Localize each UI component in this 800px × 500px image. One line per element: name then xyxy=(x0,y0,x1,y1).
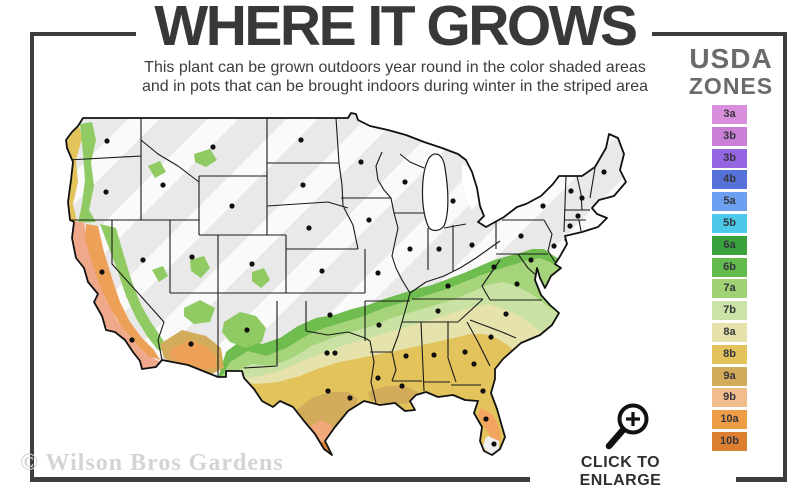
zone-swatch-10b: 10b xyxy=(712,431,747,451)
city-dot xyxy=(462,349,468,355)
city-dot xyxy=(325,388,331,394)
city-dot xyxy=(103,189,109,195)
city-dot xyxy=(300,182,306,188)
city-dot xyxy=(358,159,364,165)
city-dot xyxy=(568,188,574,194)
city-dot xyxy=(567,223,573,229)
zone-swatch-7a: 7a xyxy=(712,279,747,299)
zone-swatch-3b: 3b xyxy=(712,148,747,168)
state-borders xyxy=(67,117,596,404)
city-dot xyxy=(407,246,413,252)
zone-swatch-7b: 7b xyxy=(712,301,747,321)
city-dot xyxy=(579,195,585,201)
city-dot xyxy=(327,312,333,318)
zone-swatch-6a: 6a xyxy=(712,235,747,255)
city-dot xyxy=(469,242,475,248)
click-to-enlarge-label[interactable]: CLICK TO ENLARGE xyxy=(579,454,662,489)
great-lakes xyxy=(421,153,478,232)
city-dot xyxy=(188,341,194,347)
frame-left-border xyxy=(30,32,34,482)
city-dot xyxy=(210,144,216,150)
city-dot xyxy=(450,198,456,204)
usda-zone-map[interactable] xyxy=(58,110,658,460)
city-dot xyxy=(491,264,497,270)
city-dot xyxy=(376,322,382,328)
subtitle-line-2: and in pots that can be brought indoors … xyxy=(141,78,649,95)
zone-swatch-10a: 10a xyxy=(712,410,747,430)
subtitle-line-1: This plant can be grown outdoors year ro… xyxy=(144,59,646,76)
frame-right-border xyxy=(783,32,787,482)
frame-top-left-segment xyxy=(30,32,136,36)
city-dot xyxy=(471,361,477,367)
city-dot xyxy=(435,308,441,314)
city-dot xyxy=(298,137,304,143)
frame-bottom-right-segment xyxy=(736,477,787,482)
magnifier-zoom-icon[interactable] xyxy=(600,400,660,458)
frame-bottom-left-segment xyxy=(30,477,530,482)
city-dot xyxy=(399,383,405,389)
city-dot xyxy=(140,257,146,263)
city-dot xyxy=(375,270,381,276)
city-dot xyxy=(319,268,325,274)
city-dot xyxy=(488,334,494,340)
city-dot xyxy=(402,179,408,185)
city-dot xyxy=(540,203,546,209)
zone-swatch-9a: 9a xyxy=(712,366,747,386)
zone-swatch-3a: 3a xyxy=(712,105,747,124)
watermark: © Wilson Bros Gardens xyxy=(20,450,284,476)
city-dots xyxy=(99,137,607,447)
city-dot xyxy=(104,138,110,144)
city-dot xyxy=(229,203,235,209)
city-dot xyxy=(347,395,353,401)
city-dot xyxy=(528,257,534,263)
city-dot xyxy=(403,353,409,359)
city-dot xyxy=(324,350,330,356)
city-dot xyxy=(375,375,381,381)
legend-title-usda: USDA xyxy=(689,43,773,74)
city-dot xyxy=(99,269,105,275)
usda-zones-legend-title: USDA ZONES xyxy=(676,44,786,99)
zone-swatch-6b: 6b xyxy=(712,257,747,277)
city-dot xyxy=(332,350,338,356)
zone-swatch-5a: 5a xyxy=(712,192,747,212)
city-dot xyxy=(189,254,195,260)
page-title: WHERE IT GROWS xyxy=(154,0,638,58)
city-dot xyxy=(491,441,497,447)
zone-swatch-3b: 3b xyxy=(712,126,747,146)
city-dot xyxy=(601,169,607,175)
city-dot xyxy=(551,243,557,249)
subtitle: This plant can be grown outdoors year ro… xyxy=(95,58,695,96)
frame-top-right-segment xyxy=(652,32,787,36)
city-dot xyxy=(249,261,255,267)
city-dot xyxy=(160,182,166,188)
city-dot xyxy=(503,311,509,317)
usda-zone-list: 3a 3b 3b 4b 5a 5b 6a 6b 7a 7b 8a 8b 9a 9b 10a 10b xyxy=(712,105,747,451)
city-dot xyxy=(244,327,250,333)
city-dot xyxy=(436,246,442,252)
city-dot xyxy=(431,352,437,358)
city-dot xyxy=(514,281,520,287)
city-dot xyxy=(366,217,372,223)
city-dot xyxy=(480,388,486,394)
zone-swatch-9b: 9b xyxy=(712,388,747,408)
zone-swatch-8a: 8a xyxy=(712,322,747,342)
city-dot xyxy=(518,233,524,239)
zone-swatch-8b: 8b xyxy=(712,344,747,364)
city-dot xyxy=(483,416,489,422)
zone-swatch-5b: 5b xyxy=(712,213,747,233)
city-dot xyxy=(129,337,135,343)
city-dot xyxy=(306,225,312,231)
legend-title-zones: ZONES xyxy=(688,73,774,99)
zone-swatch-4b: 4b xyxy=(712,170,747,190)
city-dot xyxy=(575,213,581,219)
city-dot xyxy=(445,283,451,289)
